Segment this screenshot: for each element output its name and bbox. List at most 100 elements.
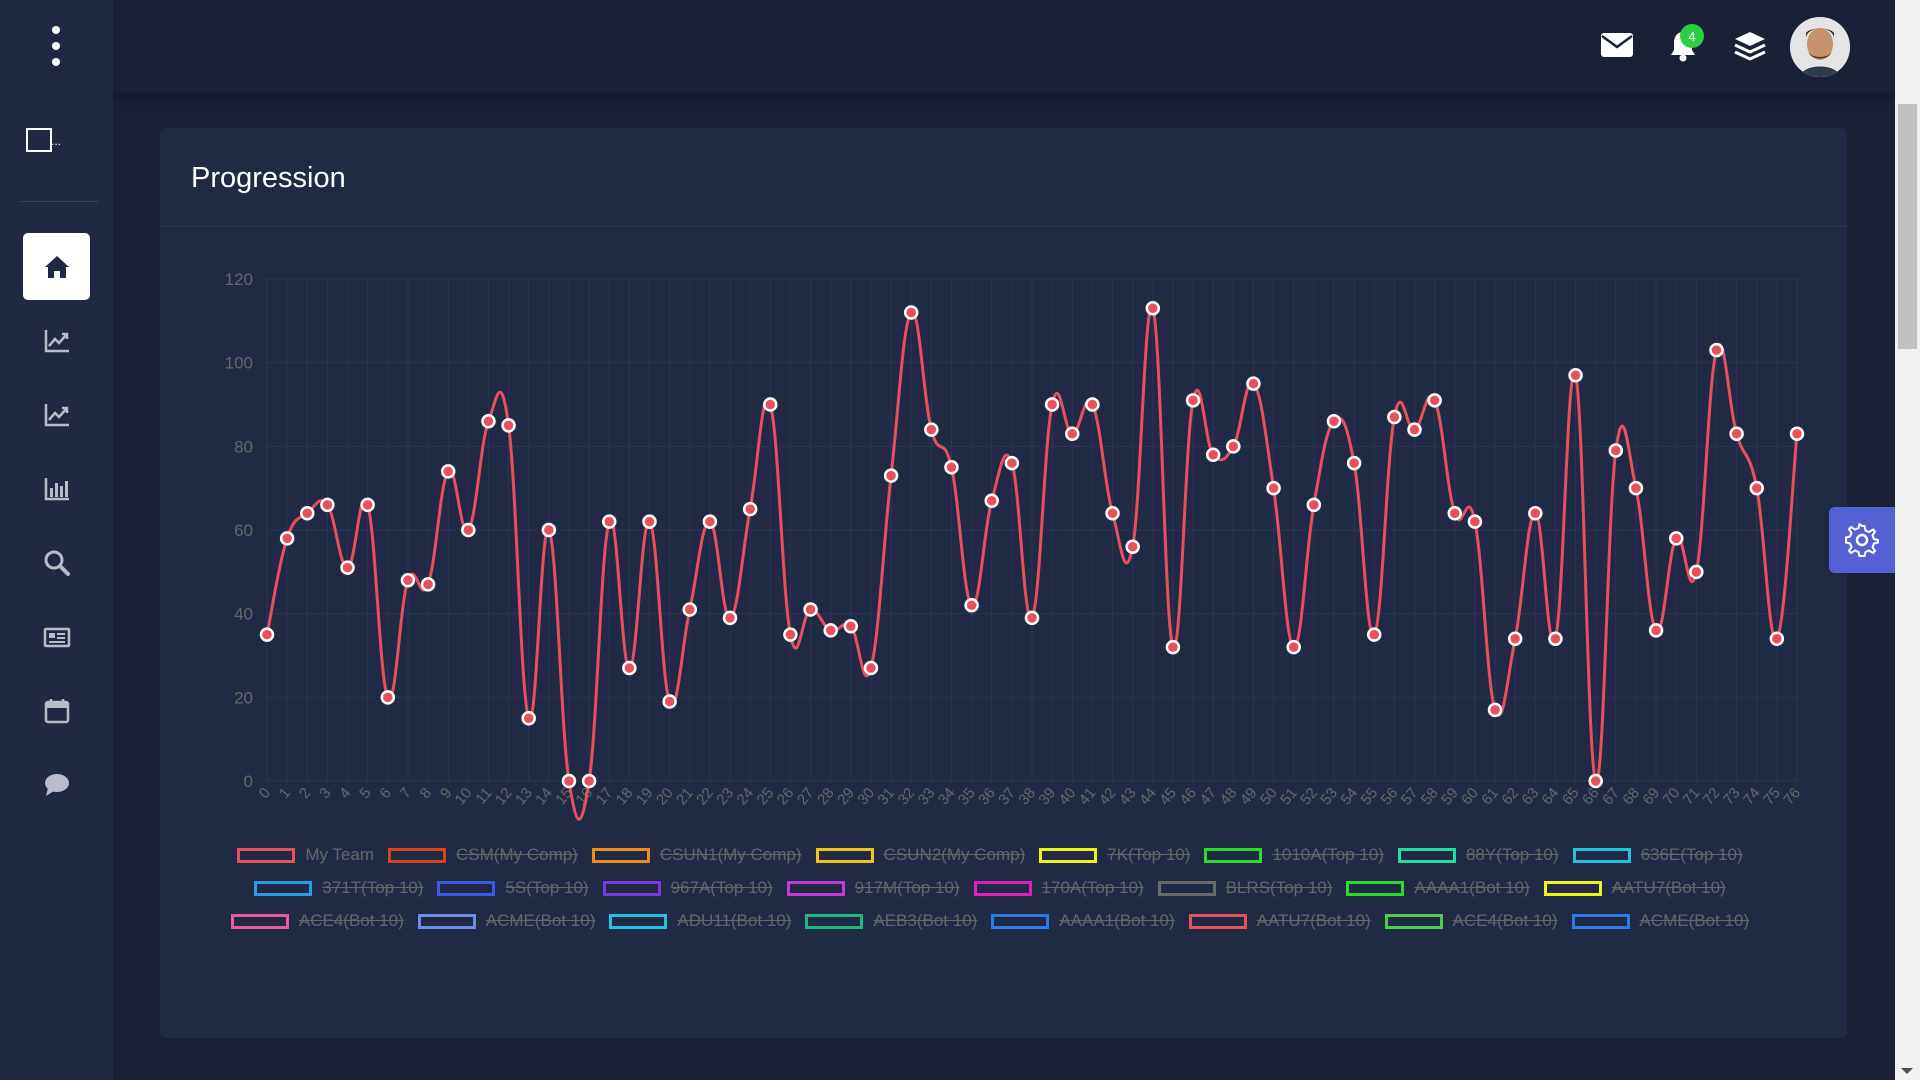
legend-item[interactable]: ACME(Bot 10) (417, 911, 595, 931)
data-point[interactable] (1548, 631, 1563, 647)
data-point[interactable] (622, 660, 637, 676)
data-point[interactable] (763, 397, 778, 412)
legend-item[interactable]: ACE4(Bot 10) (230, 911, 404, 931)
data-point[interactable] (259, 627, 275, 642)
data-point[interactable] (1205, 447, 1221, 462)
data-point[interactable] (1648, 623, 1664, 638)
sidebar-item-statistics[interactable] (23, 455, 90, 522)
legend-item[interactable]: AATU7(Bot 10) (1188, 911, 1371, 931)
sidebar-item-chat[interactable] (23, 751, 90, 818)
legend-item[interactable]: BLRS(Top 10) (1157, 878, 1332, 898)
scrollbar-thumb[interactable] (1898, 104, 1917, 349)
data-point[interactable] (1044, 397, 1060, 412)
data-point[interactable] (400, 572, 416, 588)
data-point[interactable] (642, 514, 657, 529)
data-point[interactable] (924, 422, 939, 437)
data-point[interactable] (964, 598, 979, 613)
data-point[interactable] (1366, 627, 1382, 642)
data-point[interactable] (340, 560, 355, 575)
data-point[interactable] (1568, 367, 1583, 383)
data-point[interactable] (279, 531, 295, 546)
data-point[interactable] (783, 627, 798, 642)
legend-item[interactable]: CSM(My Comp) (388, 845, 578, 865)
data-point[interactable] (1105, 506, 1120, 521)
legend-item[interactable]: AAAA1(Bot 10) (991, 911, 1175, 931)
data-point[interactable] (1789, 426, 1805, 442)
legend-item[interactable]: ACE4(Bot 10) (1384, 911, 1558, 931)
legend-item[interactable]: CSUN2(My Comp) (815, 845, 1025, 865)
legend-item[interactable]: AAAA1(Bot 10) (1346, 878, 1530, 898)
data-point[interactable] (682, 602, 698, 617)
sidebar-item-news[interactable] (23, 603, 90, 670)
layers-icon[interactable] (1734, 31, 1766, 66)
scroll-down-arrow[interactable] (1901, 1068, 1913, 1074)
data-point[interactable] (1024, 610, 1040, 626)
data-point[interactable] (440, 464, 456, 479)
legend-item[interactable]: 371T(Top 10) (254, 878, 423, 898)
data-point[interactable] (1689, 564, 1704, 580)
data-point[interactable] (1447, 506, 1463, 521)
data-point[interactable] (581, 773, 597, 789)
legend-item[interactable]: AEB3(Bot 10) (805, 911, 977, 931)
data-point[interactable] (803, 602, 818, 617)
data-point[interactable] (360, 497, 375, 513)
data-point[interactable] (1729, 426, 1744, 442)
data-point[interactable] (1004, 455, 1020, 471)
data-point[interactable] (1065, 426, 1080, 442)
data-point[interactable] (1125, 539, 1140, 554)
data-point[interactable] (501, 418, 516, 433)
data-point[interactable] (702, 514, 718, 529)
data-point[interactable] (1226, 439, 1241, 454)
legend-item[interactable]: 1010A(Top 10) (1204, 845, 1384, 865)
legend-item[interactable]: CSUN1(My Comp) (591, 845, 802, 865)
data-point[interactable] (1165, 639, 1181, 655)
legend-item[interactable]: 967A(Top 10) (602, 878, 773, 898)
legend-item[interactable]: 917M(Top 10) (786, 878, 960, 898)
settings-button[interactable] (1829, 507, 1895, 573)
sidebar-item-progression[interactable] (23, 307, 90, 374)
data-point[interactable] (863, 660, 879, 676)
mail-icon[interactable] (1601, 33, 1633, 62)
data-point[interactable] (944, 460, 959, 475)
data-point[interactable] (1467, 514, 1483, 529)
data-point[interactable] (1387, 409, 1402, 425)
data-point[interactable] (823, 623, 838, 638)
sidebar-item-calendar[interactable] (23, 677, 90, 744)
logo-icon[interactable] (26, 128, 52, 152)
legend-item[interactable]: 7K(Top 10) (1039, 845, 1190, 865)
data-point[interactable] (1628, 480, 1644, 496)
data-point[interactable] (1407, 422, 1422, 437)
data-point[interactable] (1346, 455, 1362, 471)
data-point[interactable] (1306, 497, 1322, 513)
data-point[interactable] (1749, 480, 1764, 496)
data-point[interactable] (742, 501, 758, 517)
data-point[interactable] (320, 497, 335, 513)
legend-item[interactable]: 88Y(Top 10) (1397, 845, 1559, 865)
data-point[interactable] (1286, 639, 1301, 655)
data-point[interactable] (420, 577, 436, 592)
data-point[interactable] (1588, 773, 1603, 789)
legend-item[interactable]: ADU11(Bot 10) (609, 911, 791, 931)
data-point[interactable] (1326, 413, 1342, 429)
legend-item[interactable]: My Team (237, 845, 374, 865)
legend-item[interactable]: 170A(Top 10) (973, 878, 1144, 898)
user-avatar[interactable] (1790, 17, 1850, 77)
data-point[interactable] (601, 514, 617, 529)
page-scrollbar[interactable] (1895, 0, 1920, 1080)
sidebar-item-home[interactable] (23, 233, 90, 300)
data-point[interactable] (1668, 531, 1684, 546)
legend-item[interactable]: 5S(Top 10) (437, 878, 589, 898)
data-point[interactable] (1507, 631, 1523, 647)
data-point[interactable] (722, 610, 738, 626)
data-point[interactable] (1608, 443, 1624, 458)
data-point[interactable] (1427, 393, 1442, 408)
data-point[interactable] (380, 690, 396, 705)
data-point[interactable] (1185, 393, 1201, 408)
data-point[interactable] (662, 694, 677, 709)
data-point[interactable] (1085, 397, 1100, 412)
data-point[interactable] (1709, 342, 1724, 358)
data-point[interactable] (300, 506, 315, 521)
data-point[interactable] (1145, 301, 1161, 316)
data-point[interactable] (481, 413, 496, 429)
data-point[interactable] (1528, 506, 1543, 521)
